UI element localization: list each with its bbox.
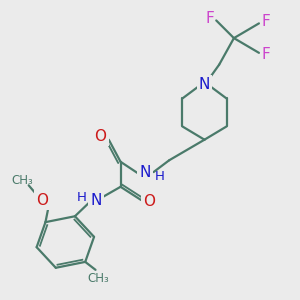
Text: N: N bbox=[90, 193, 101, 208]
Text: O: O bbox=[143, 194, 155, 209]
Text: H: H bbox=[154, 170, 164, 183]
Text: N: N bbox=[199, 77, 210, 92]
Text: CH₃: CH₃ bbox=[88, 272, 109, 285]
Text: F: F bbox=[261, 47, 270, 62]
Text: CH₃: CH₃ bbox=[11, 174, 33, 188]
Text: H: H bbox=[77, 190, 87, 204]
Text: N: N bbox=[140, 166, 151, 181]
Text: O: O bbox=[94, 129, 106, 144]
Text: O: O bbox=[37, 193, 49, 208]
Text: F: F bbox=[261, 14, 270, 28]
Text: F: F bbox=[206, 11, 214, 26]
